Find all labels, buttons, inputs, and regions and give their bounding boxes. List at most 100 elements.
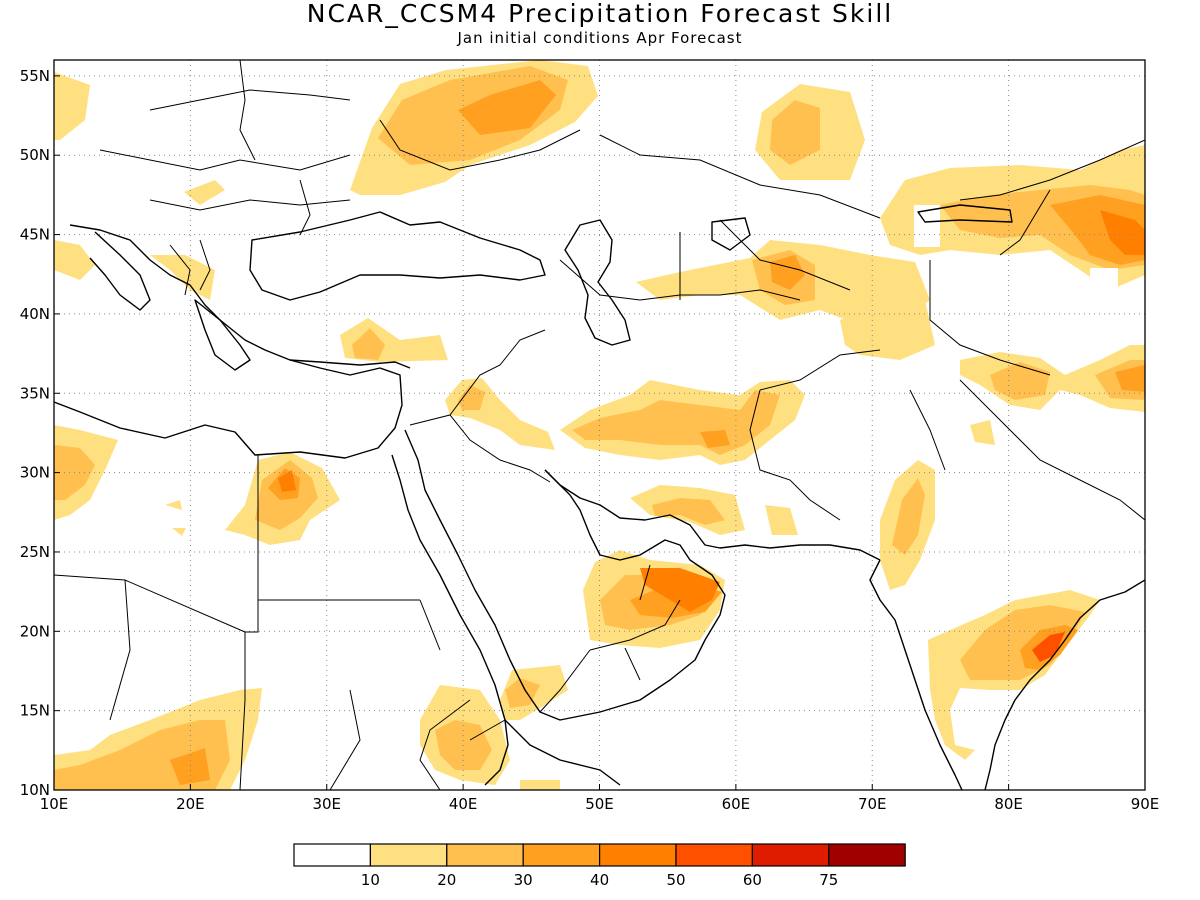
map-subtitle: Jan initial conditions Apr Forecast	[457, 29, 743, 47]
lat-tick-label: 15N	[20, 702, 50, 720]
coastline-caspian-sea	[564, 219, 631, 346]
lat-tick-label: 35N	[20, 384, 50, 402]
legend-swatch	[598, 843, 677, 867]
country-borders	[54, 60, 1145, 790]
coastline-india-west	[869, 559, 963, 790]
longitude-tick-labels: 10E 20E 30E 40E 50E 60E 70E 80E 90E	[40, 784, 1160, 813]
legend-swatch	[828, 843, 906, 867]
legend-swatch	[522, 843, 601, 867]
skill-area-iran-core	[572, 390, 780, 455]
border-line	[539, 649, 591, 713]
border-line	[719, 219, 851, 291]
lat-tick-label: 45N	[20, 226, 50, 244]
border-line	[169, 244, 191, 296]
lon-tick-label: 90E	[1131, 795, 1160, 813]
skill-area-somalia-coast	[520, 780, 560, 790]
lon-tick-label: 20E	[176, 795, 205, 813]
coastline-horn-africa	[504, 719, 621, 786]
border-line	[149, 199, 351, 211]
skill-area-south-iran-core	[652, 498, 725, 525]
lon-tick-label: 70E	[858, 795, 887, 813]
border-line	[54, 574, 246, 633]
legend-label: 75	[819, 871, 838, 889]
missing-cell	[914, 205, 940, 247]
skill-area-egypt-max	[278, 470, 296, 492]
coastline-iran-south	[769, 544, 881, 561]
lon-tick-label: 60E	[722, 795, 751, 813]
border-line	[624, 647, 641, 681]
coastline-greece	[194, 299, 251, 371]
skill-area-tibet-core-west	[990, 362, 1050, 400]
coastlines	[54, 204, 1145, 790]
border-line	[749, 389, 841, 521]
coastline-turkey-south	[289, 359, 411, 369]
border-line	[299, 179, 311, 236]
skill-area-central-asia-peak	[770, 255, 805, 290]
legend-label: 60	[743, 871, 762, 889]
lat-tick-label: 55N	[20, 67, 50, 85]
lon-tick-label: 50E	[585, 795, 614, 813]
border-line	[929, 260, 1051, 376]
legend-swatch	[369, 843, 448, 867]
skill-area-india-bay-core	[960, 605, 1085, 680]
skill-area-western-edge	[54, 72, 90, 140]
skill-area-north-india-core	[892, 478, 925, 555]
border-line	[239, 632, 246, 790]
skill-area-xinjiang-max	[1100, 210, 1145, 255]
border-line	[419, 599, 441, 651]
grid-lines	[54, 60, 1145, 790]
skill-area-italy	[54, 240, 95, 280]
skill-area-adriatic	[150, 255, 215, 300]
border-line	[199, 239, 211, 291]
lon-tick-label: 40E	[449, 795, 478, 813]
skill-area-yemen-core	[505, 678, 540, 708]
skill-area-tien-shan	[840, 300, 935, 360]
border-line	[409, 414, 551, 483]
map-title: NCAR_CCSM4 Precipitation Forecast Skill	[306, 0, 894, 28]
skill-area-southern-russia-peak	[458, 80, 556, 135]
skill-area-kashmir	[970, 420, 995, 445]
legend-label: 50	[666, 871, 685, 889]
border-line	[639, 564, 651, 601]
skill-area-libya-fleck	[165, 500, 182, 510]
lat-tick-label: 25N	[20, 543, 50, 561]
legend-swatch	[293, 843, 372, 867]
missing-cell	[1090, 268, 1118, 290]
border-line	[469, 719, 506, 741]
skill-area-india-bay-max	[1032, 632, 1065, 662]
latitude-tick-labels: 10N 15N 20N 25N 30N 35N 40N 45N 50N 55N	[20, 67, 60, 799]
coastline-aral-sea	[711, 217, 751, 251]
border-line	[149, 89, 351, 111]
border-line	[329, 689, 361, 790]
skill-area-arabia-east-max	[640, 568, 720, 612]
border-line	[999, 189, 1051, 256]
border-line	[759, 349, 881, 391]
border-line	[449, 329, 546, 416]
skill-area-iran-peak	[700, 430, 730, 448]
lon-tick-label: 10E	[40, 795, 69, 813]
border-line	[589, 599, 681, 651]
legend-label: 20	[437, 871, 456, 889]
lon-tick-label: 80E	[994, 795, 1023, 813]
legend-label: 10	[361, 871, 380, 889]
skill-area-tibet-peak	[1115, 365, 1145, 392]
coastline-red-sea-east	[404, 429, 726, 721]
border-line	[909, 389, 946, 471]
skill-shading-layer	[54, 60, 1145, 790]
coastline-persian-gulf	[544, 469, 771, 549]
coastline-red-sea	[391, 454, 509, 786]
lat-tick-label: 40N	[20, 305, 50, 323]
border-line	[99, 149, 351, 171]
skill-area-libya-fleck	[172, 528, 186, 536]
lat-tick-label: 20N	[20, 622, 50, 640]
skill-area-balkans	[184, 180, 225, 205]
coastline-balkhash	[917, 204, 1013, 223]
skill-area-turkey-core	[352, 328, 385, 360]
coastline-india-east	[984, 579, 1145, 790]
border-line	[109, 579, 131, 721]
legend-swatch	[675, 843, 754, 867]
legend-swatch	[751, 843, 830, 867]
coastline-italy	[89, 231, 151, 311]
border-line	[379, 119, 581, 171]
